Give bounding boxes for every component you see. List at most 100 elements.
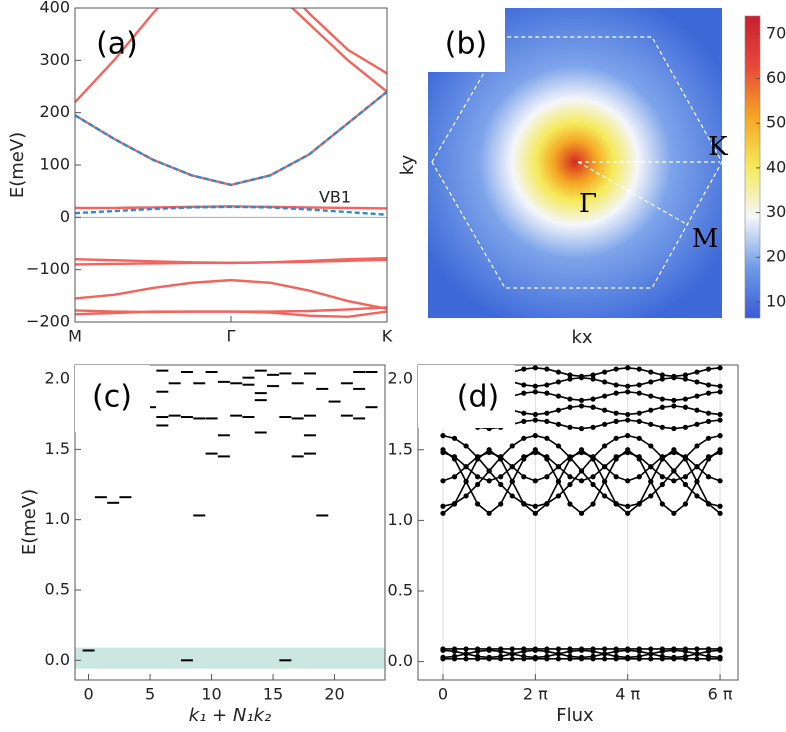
point	[532, 383, 538, 389]
point	[625, 383, 631, 389]
point	[636, 418, 642, 424]
point	[613, 474, 619, 480]
point	[682, 396, 689, 402]
point	[463, 464, 469, 470]
point	[532, 417, 538, 423]
point	[625, 365, 631, 371]
point	[717, 449, 723, 456]
point	[682, 481, 689, 488]
point	[486, 468, 492, 474]
point	[659, 474, 665, 480]
point	[521, 474, 527, 480]
point	[717, 383, 723, 389]
point	[567, 404, 573, 410]
point	[521, 366, 527, 372]
point	[602, 379, 608, 385]
point	[475, 481, 481, 488]
point	[694, 407, 700, 413]
point	[440, 478, 446, 484]
point	[659, 648, 665, 654]
x-tick-label: 4 π	[615, 685, 640, 704]
point	[648, 369, 654, 375]
y-axis-label: ky	[397, 154, 418, 175]
colorbar-tick-label: 20	[766, 247, 786, 266]
point	[613, 500, 619, 507]
point	[682, 424, 689, 430]
point	[717, 510, 723, 516]
point	[671, 425, 677, 432]
point	[440, 647, 446, 653]
point	[602, 651, 608, 657]
point	[613, 648, 619, 654]
point	[555, 651, 562, 657]
point	[671, 403, 677, 409]
point	[590, 648, 596, 654]
point	[498, 501, 504, 507]
point	[567, 481, 573, 488]
point	[682, 376, 689, 382]
point	[648, 443, 654, 449]
point	[682, 648, 689, 654]
panel-label: (a)	[96, 27, 138, 62]
point	[590, 481, 596, 488]
point	[555, 421, 562, 427]
x-tick-label: 15	[263, 685, 283, 704]
point	[705, 390, 712, 396]
point	[602, 443, 608, 449]
point	[544, 390, 550, 396]
point	[682, 501, 689, 507]
point	[544, 435, 550, 441]
x-tick-label: 6 π	[708, 685, 733, 704]
point	[671, 468, 677, 474]
point	[705, 656, 712, 662]
point	[521, 410, 527, 416]
point	[671, 397, 677, 403]
point	[590, 404, 596, 410]
point	[602, 407, 608, 413]
point	[659, 481, 665, 488]
point	[694, 478, 700, 485]
point	[532, 389, 538, 395]
point	[486, 647, 492, 653]
point	[463, 656, 469, 662]
point	[705, 410, 712, 416]
point	[671, 449, 677, 456]
point	[659, 404, 665, 410]
point	[521, 435, 527, 441]
point	[602, 421, 608, 427]
point	[625, 417, 631, 423]
point	[613, 366, 619, 372]
y-tick-label: 200	[39, 102, 70, 121]
point	[648, 379, 654, 385]
point	[590, 474, 596, 480]
point	[717, 656, 723, 662]
point	[636, 366, 642, 372]
point	[521, 648, 527, 654]
point	[625, 647, 631, 653]
point	[521, 418, 527, 424]
x-tick-label: K	[382, 327, 393, 346]
point	[705, 474, 712, 480]
point	[648, 393, 654, 399]
point	[694, 651, 700, 657]
point	[648, 656, 654, 662]
point	[705, 500, 712, 507]
point	[509, 651, 515, 657]
point	[555, 379, 562, 385]
point	[717, 411, 723, 418]
point	[578, 478, 585, 484]
point	[544, 418, 550, 424]
point	[694, 421, 700, 427]
point	[544, 500, 550, 507]
point	[590, 396, 596, 402]
colorbar-tick-label: 30	[766, 202, 786, 221]
point	[532, 510, 538, 516]
point-label: M	[692, 224, 719, 254]
point	[694, 379, 700, 385]
point	[636, 435, 642, 441]
point	[659, 424, 665, 430]
point	[567, 648, 573, 654]
line	[75, 258, 387, 266]
plot-area	[75, 369, 385, 669]
point	[694, 369, 700, 375]
